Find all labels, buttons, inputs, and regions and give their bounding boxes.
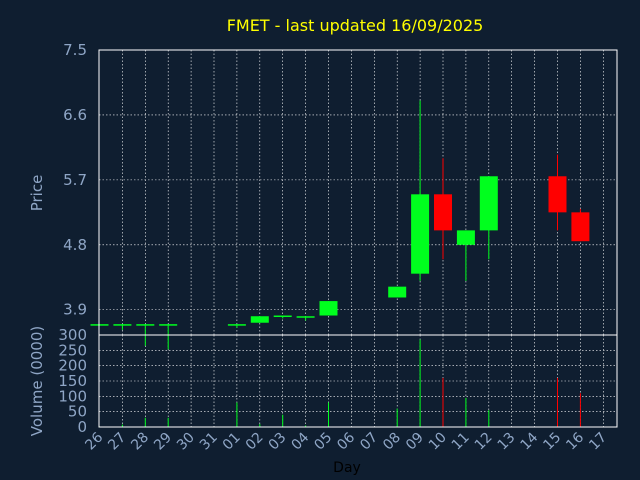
candle-body [227,324,246,326]
candle-body [456,230,475,245]
price-tick-label: 5.7 [63,171,87,189]
volume-tick-label: 300 [58,326,87,344]
price-tick-labels: 7.5 6.6 5.7 4.8 3.9 [63,41,87,319]
day-tick-labels: 2627282930310102030405060708091011121314… [82,429,610,453]
candle-body [434,194,453,231]
volume-tick-label: 0 [77,418,87,436]
candle-body [159,324,178,326]
candle-body [388,286,407,298]
candle-body [250,316,269,323]
candle-body [113,324,132,326]
chart-title: FMET - last updated 16/09/2025 [227,16,484,35]
price-tick-label: 4.8 [63,236,87,254]
candle-body [479,176,498,231]
candle-body [548,176,567,213]
price-tick-label: 7.5 [63,41,87,59]
price-tick-label: 6.6 [63,106,87,124]
volume-tick-label: 200 [58,357,87,375]
volume-tick-label: 100 [58,387,87,405]
candle-body [136,324,155,326]
candle-body [273,315,292,318]
day-axis-label: Day [333,460,361,476]
volume-plot-frame [98,334,618,428]
candle-body [411,194,430,274]
price-tick-label: 3.9 [63,301,87,319]
volume-axis-label: Volume (0000) [28,326,46,436]
volume-tick-label: 150 [58,372,87,390]
volume-tick-label: 250 [58,341,87,359]
price-grid [99,50,617,335]
candle-body [296,316,315,318]
candle-body [319,301,338,316]
price-axis-label: Price [28,175,46,212]
volume-bars [99,339,581,427]
volume-tick-label: 50 [68,403,87,421]
candle-body [571,212,590,242]
